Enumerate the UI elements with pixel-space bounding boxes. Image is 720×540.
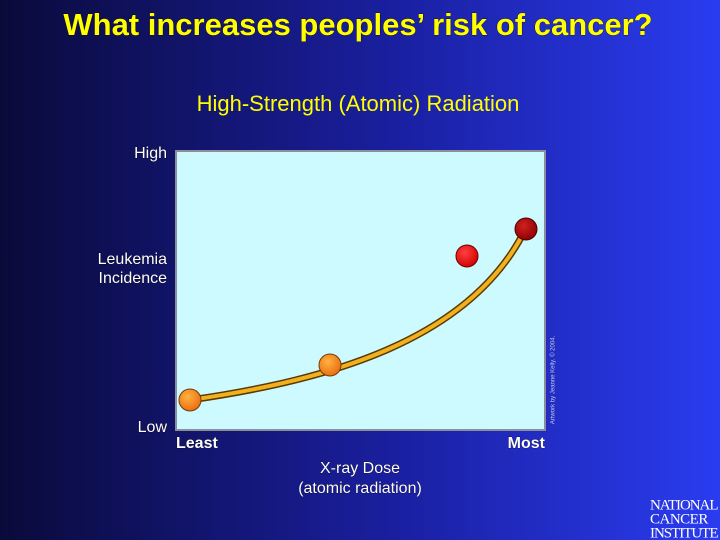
dot (455, 244, 479, 268)
y-bottom-label: Low (138, 419, 168, 436)
title: What increases peoples’ risk of cancer? (63, 7, 652, 42)
logo: NATIONAL CANCER INSTITUTE (650, 497, 719, 540)
y-axis-label: Incidence (99, 270, 168, 287)
x-left-label: Least (176, 435, 218, 452)
y-axis-label: Leukemia (98, 251, 167, 268)
dot (318, 353, 342, 377)
y-top-label: High (134, 145, 167, 162)
plot-area (175, 150, 546, 431)
curve (188, 228, 527, 402)
dot (178, 388, 202, 412)
logo-line: CANCER (650, 511, 708, 527)
logo-line: NATIONAL (650, 497, 718, 513)
credit: Artwork by Jeanne Kelly. © 2004. (550, 335, 557, 424)
x-axis-label: (atomic radiation) (298, 480, 422, 497)
dot (514, 217, 538, 241)
logo-line: INSTITUTE (650, 525, 718, 540)
x-axis-label: X-ray Dose (320, 460, 400, 477)
x-right-label: Most (508, 435, 546, 452)
subtitle: High-Strength (Atomic) Radiation (197, 91, 520, 116)
